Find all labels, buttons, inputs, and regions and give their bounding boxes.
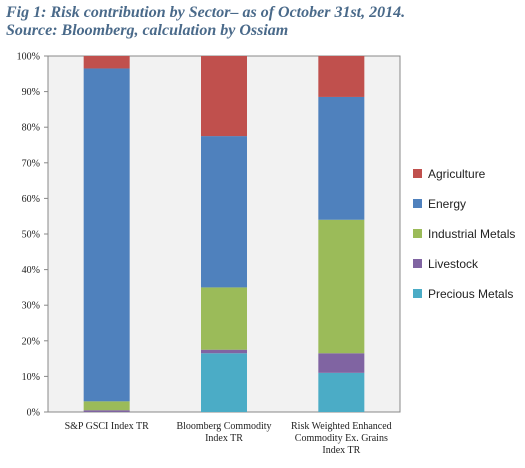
bars: [83, 56, 365, 412]
x-tick-label: Risk Weighted Enhanced Commodity Ex. Grai…: [291, 421, 392, 456]
bar-segment-agriculture: [201, 56, 247, 137]
legend-swatch-livestock: [413, 259, 422, 268]
y-tick-label: 30%: [22, 301, 40, 312]
legend-label-precious-metals: Precious Metals: [428, 287, 513, 301]
bar-segment-precious-metals: [318, 372, 365, 412]
bar-segment-industrial-metals: [201, 287, 247, 350]
bar-segment-livestock: [83, 410, 130, 412]
legend-label-livestock: Livestock: [428, 257, 479, 271]
legend-swatch-industrial-metals: [413, 229, 422, 238]
legend: Agriculture Energy Industrial Metals Livest…: [413, 167, 515, 301]
bar-segment-livestock: [201, 349, 247, 354]
x-tick-label-line: Commodity Ex. Grains: [295, 433, 388, 444]
x-tick-label-line: Index TR: [322, 445, 360, 456]
y-tick-label: 40%: [22, 265, 40, 276]
x-tick-label-line: Risk Weighted Enhanced: [291, 421, 392, 432]
bar-segment-agriculture: [318, 56, 365, 97]
bar-segment-energy: [83, 68, 130, 402]
bar-segment-agriculture: [83, 56, 130, 69]
bar-segment-industrial-metals: [318, 219, 365, 354]
legend-swatch-precious-metals: [413, 289, 422, 298]
x-axis: S&P GSCI Index TR Bloomberg Commodity Inde…: [65, 421, 392, 456]
figure-title: Fig 1: Risk contribution by Sector– as o…: [6, 4, 406, 39]
y-axis: 0% 10% 20% 30% 40% 50% 60% 70% 80% 90% 100%: [17, 52, 48, 419]
y-tick-label: 20%: [22, 336, 40, 347]
legend-label-industrial-metals: Industrial Metals: [428, 227, 515, 241]
bar-segment-industrial-metals: [83, 401, 130, 411]
legend-swatch-energy: [413, 199, 422, 208]
y-tick-label: 70%: [22, 158, 40, 169]
y-tick-label: 60%: [22, 194, 40, 205]
y-tick-label: 80%: [22, 123, 40, 134]
y-tick-label: 100%: [17, 52, 40, 63]
x-tick-label: S&P GSCI Index TR: [65, 421, 150, 432]
y-tick-label: 0%: [27, 408, 40, 419]
bar-segment-livestock: [318, 353, 365, 373]
x-tick-label: Bloomberg Commodity Index TR: [176, 421, 271, 444]
y-tick-label: 50%: [22, 230, 40, 241]
bar-segment-energy: [201, 136, 247, 288]
x-tick-label-line: Bloomberg Commodity: [176, 421, 271, 432]
x-tick-label-line: S&P GSCI Index TR: [65, 421, 150, 432]
y-tick-label: 10%: [22, 372, 40, 383]
bar-segment-energy: [318, 96, 365, 220]
x-tick-label-line: Index TR: [205, 433, 243, 444]
legend-label-agriculture: Agriculture: [428, 167, 486, 181]
legend-swatch-agriculture: [413, 169, 422, 178]
legend-label-energy: Energy: [428, 197, 466, 211]
bar-segment-precious-metals: [201, 353, 247, 412]
y-tick-label: 90%: [22, 87, 40, 98]
